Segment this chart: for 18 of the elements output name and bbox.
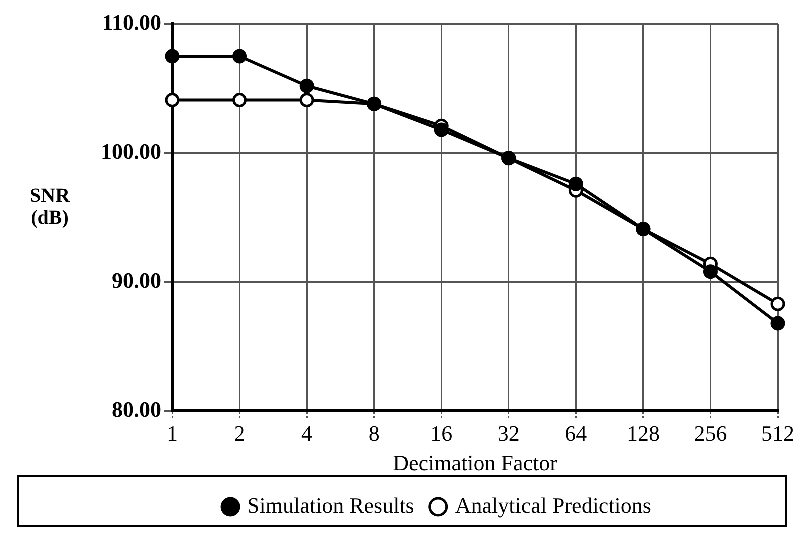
legend-label: Analytical Predictions xyxy=(455,492,652,518)
x-tick-label: 64 xyxy=(565,421,588,446)
x-axis-title: Decimation Factor xyxy=(393,450,558,476)
y-tick-label: 80.00 xyxy=(112,396,162,422)
x-tick-label: 8 xyxy=(368,421,380,446)
y-tick-label: 90.00 xyxy=(112,268,162,293)
x-tick-label: 32 xyxy=(498,421,520,446)
x-tick-label: 512 xyxy=(762,421,794,446)
y-tick-label: 100.00 xyxy=(101,138,162,164)
y-tick-label: 110.00 xyxy=(102,10,162,35)
x-tick-label: 16 xyxy=(430,421,453,446)
x-tick-label: 4 xyxy=(302,421,313,446)
x-tick-label: 2 xyxy=(234,421,246,446)
x-tick-label: 128 xyxy=(626,421,660,446)
x-tick-label: 1 xyxy=(167,421,178,446)
x-tick-label: 256 xyxy=(694,421,728,446)
y-axis-title: SNR (dB) xyxy=(30,184,71,229)
legend-label: Simulation Results xyxy=(248,492,414,518)
